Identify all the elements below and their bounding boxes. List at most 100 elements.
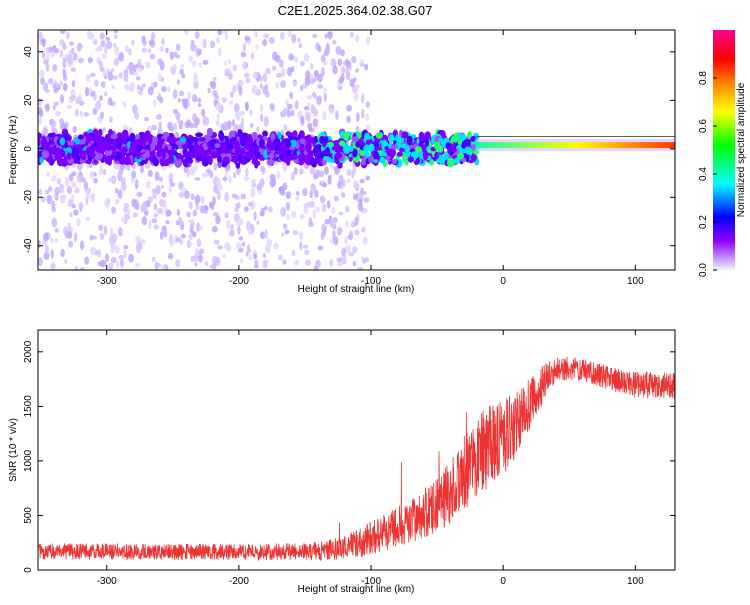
noise-cell (211, 225, 218, 233)
noise-cell (354, 229, 360, 236)
noise-cell (304, 249, 310, 256)
noise-cell (51, 217, 58, 228)
noise-cell (303, 106, 310, 111)
noise-cell (71, 181, 77, 189)
noise-cell (238, 86, 243, 96)
noise-cell (56, 178, 62, 185)
noise-cell (288, 53, 294, 61)
colorbar-tick-label: 0.4 (698, 167, 709, 181)
noise-cell (196, 48, 202, 56)
noise-cell (222, 121, 229, 132)
band-cell (59, 137, 66, 146)
noise-cell (141, 47, 147, 53)
noise-cell (64, 232, 70, 239)
band-cell (342, 131, 350, 141)
band-cell (410, 134, 417, 139)
noise-cell (154, 261, 159, 270)
noise-cell (110, 243, 116, 254)
noise-cell (60, 123, 66, 131)
band-cell (453, 135, 459, 143)
noise-cell (180, 233, 187, 239)
noise-cell (178, 181, 184, 191)
noise-cell (201, 108, 206, 117)
noise-cell (79, 266, 85, 270)
noise-cell (84, 256, 90, 265)
noise-cell (62, 59, 67, 69)
noise-cell (108, 262, 114, 270)
noise-cell (295, 190, 300, 197)
noise-cell (93, 79, 99, 87)
noise-cell (137, 90, 143, 96)
noise-cell (64, 53, 69, 61)
band-cell (306, 134, 312, 145)
colorbar: 0.0 0.2 0.4 0.6 0.8 Normalized spectral ampl… (698, 30, 747, 277)
band-cell (401, 131, 409, 139)
noise-cell (160, 77, 165, 82)
noise-cell (38, 108, 44, 118)
noise-cell (107, 97, 113, 106)
noise-cell (194, 117, 200, 126)
band-cell (285, 131, 292, 137)
noise-cell (92, 108, 98, 116)
noise-cell (222, 176, 228, 182)
noise-cell (71, 80, 76, 88)
noise-cell (161, 263, 166, 270)
noise-cell (84, 86, 90, 97)
noise-cell (137, 58, 142, 68)
noise-cell (283, 167, 287, 173)
spectrogram-x-tick-label: 0 (500, 276, 506, 287)
noise-cell (60, 94, 64, 104)
noise-cell (282, 223, 288, 230)
noise-cell (276, 72, 283, 78)
noise-cell (111, 68, 115, 73)
noise-cell (239, 258, 244, 264)
band-cell (246, 150, 255, 159)
noise-cell (293, 56, 299, 63)
band-cell (87, 134, 93, 142)
noise-cell (291, 249, 296, 257)
band-cell (358, 139, 365, 146)
noise-cell (169, 51, 174, 60)
noise-cell (163, 230, 168, 238)
noise-cell (155, 184, 161, 195)
noise-cell (197, 102, 202, 108)
noise-cell (294, 100, 299, 110)
band-cell (168, 153, 174, 162)
noise-cell (327, 174, 332, 179)
noise-cell (147, 86, 154, 96)
noise-cell (169, 237, 174, 248)
noise-cell (359, 178, 365, 184)
noise-cell (337, 58, 343, 67)
noise-cell (175, 258, 181, 268)
noise-cell (332, 65, 338, 75)
noise-cell (114, 45, 120, 56)
noise-cell (103, 91, 108, 97)
noise-cell (346, 115, 351, 124)
noise-cell (354, 35, 360, 43)
noise-cell (194, 195, 198, 206)
noise-cell (49, 237, 54, 243)
noise-cell (190, 40, 195, 45)
band-cell (41, 150, 50, 159)
noise-cell (216, 177, 221, 186)
noise-cell (113, 42, 117, 49)
noise-cell (307, 94, 312, 100)
band-cell (270, 132, 276, 142)
noise-cell (132, 212, 138, 218)
noise-cell (173, 122, 178, 131)
noise-cell (139, 86, 144, 92)
noise-cell (111, 206, 117, 215)
noise-cell (324, 47, 330, 56)
band-cell (143, 133, 149, 142)
band-cell (39, 156, 44, 164)
noise-cell (355, 125, 360, 132)
noise-cell (259, 103, 264, 113)
noise-cell (128, 48, 132, 56)
noise-cell (313, 265, 319, 270)
noise-cell (203, 206, 209, 211)
snr-x-label: Height of straight line (km) (298, 584, 415, 595)
noise-cell (49, 46, 56, 53)
noise-cell (91, 235, 97, 240)
noise-cell (122, 101, 127, 108)
noise-cell (151, 188, 157, 193)
